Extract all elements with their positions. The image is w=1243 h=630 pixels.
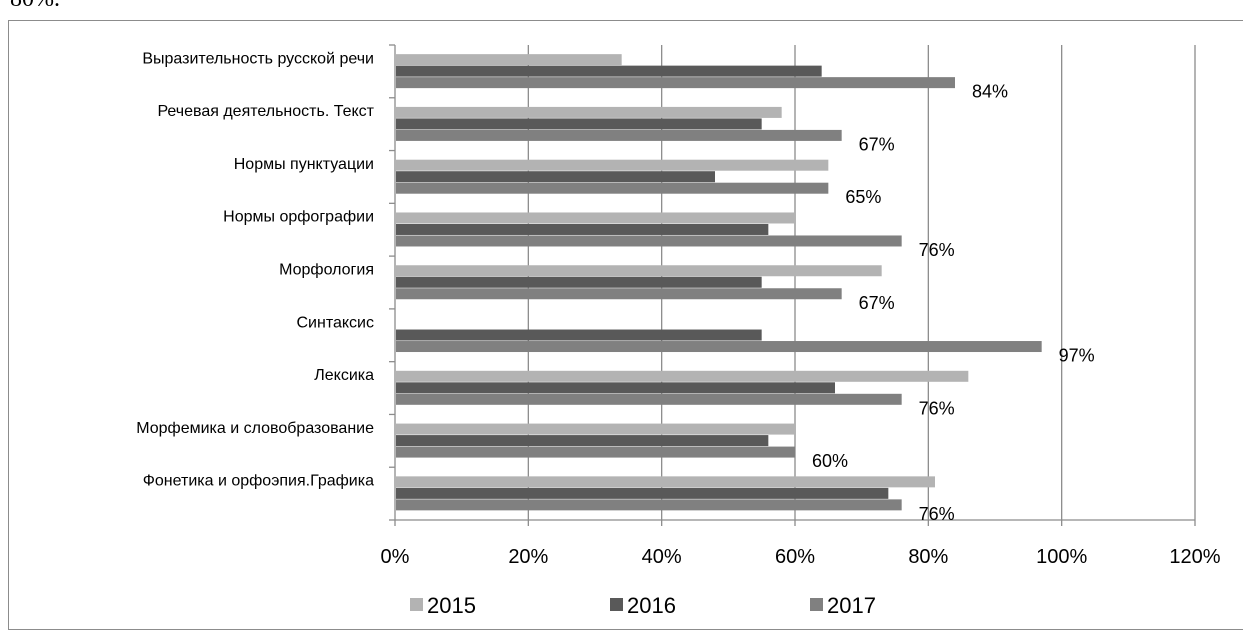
bar-2017-7	[396, 446, 795, 458]
category-label: Нормы орфографии	[223, 209, 374, 226]
bar-2015-2	[396, 159, 829, 171]
bar-2017-8	[396, 499, 902, 511]
data-label: 97%	[1059, 346, 1095, 366]
bars	[396, 54, 1042, 511]
top-text-fragment: 80%.	[10, 0, 60, 13]
bar-2016-5	[396, 329, 762, 341]
category-label: Синтаксис	[297, 314, 375, 331]
category-label: Выразительность русской речи	[142, 50, 374, 67]
category-label: Морфемика и словобразование	[136, 420, 374, 437]
x-tick-label: 80%	[908, 546, 948, 568]
bar-2017-6	[396, 393, 902, 405]
category-label: Речевая деятельность. Текст	[157, 103, 374, 120]
bar-2015-4	[396, 265, 882, 277]
legend-label: 2015	[427, 593, 476, 618]
legend-swatch-2016	[610, 598, 623, 611]
bar-2015-1	[396, 106, 782, 118]
x-tick-label: 40%	[642, 546, 682, 568]
bar-2015-3	[396, 212, 795, 224]
bar-2016-1	[396, 118, 762, 130]
x-tick-label: 20%	[508, 546, 548, 568]
bar-2015-8	[396, 476, 935, 488]
bar-2016-6	[396, 382, 835, 394]
bar-2015-6	[396, 370, 969, 382]
data-label: 60%	[812, 451, 848, 471]
legend-swatch-2017	[810, 598, 823, 611]
bar-2017-0	[396, 77, 955, 89]
category-label: Лексика	[314, 367, 374, 384]
x-tick-label: 120%	[1169, 546, 1220, 568]
data-label: 76%	[919, 398, 955, 418]
legend-label: 2017	[827, 593, 876, 618]
bar-2016-0	[396, 65, 822, 77]
x-tick-label: 0%	[381, 546, 410, 568]
axes	[389, 44, 1196, 526]
x-tick-label: 60%	[775, 546, 815, 568]
data-labels: 84% 67% 65% 76% 67% 97% 76% 60% 76%	[812, 82, 1095, 524]
category-label: Нормы пунктуации	[234, 156, 374, 173]
bar-2017-2	[396, 182, 829, 194]
bar-2016-2	[396, 171, 715, 183]
bar-2017-3	[396, 235, 902, 247]
data-label: 76%	[919, 504, 955, 524]
bar-2016-8	[396, 487, 889, 499]
category-labels: Выразительность русской речи Речевая деят…	[136, 50, 374, 489]
data-label: 76%	[919, 240, 955, 260]
bar-2017-5	[396, 341, 1042, 353]
legend-swatch-2015	[410, 598, 423, 611]
bar-2017-4	[396, 288, 842, 300]
legend-label: 2016	[627, 593, 676, 618]
bar-2017-1	[396, 129, 842, 141]
x-tick-label: 100%	[1036, 546, 1087, 568]
x-tick-labels: 0% 20% 40% 60% 80% 100% 120%	[381, 546, 1221, 568]
data-label: 65%	[845, 187, 881, 207]
bar-2016-7	[396, 435, 769, 447]
legend: 2015 2016 2017	[410, 593, 876, 618]
data-label: 84%	[972, 82, 1008, 102]
category-label: Фонетика и орфоэпия.Графика	[143, 473, 374, 490]
bar-2016-3	[396, 223, 769, 235]
bar-2016-4	[396, 276, 762, 288]
bar-2015-7	[396, 423, 795, 435]
data-label: 67%	[859, 134, 895, 154]
category-label: Морфология	[279, 262, 374, 279]
data-label: 67%	[859, 293, 895, 313]
bar-2015-0	[396, 54, 622, 66]
